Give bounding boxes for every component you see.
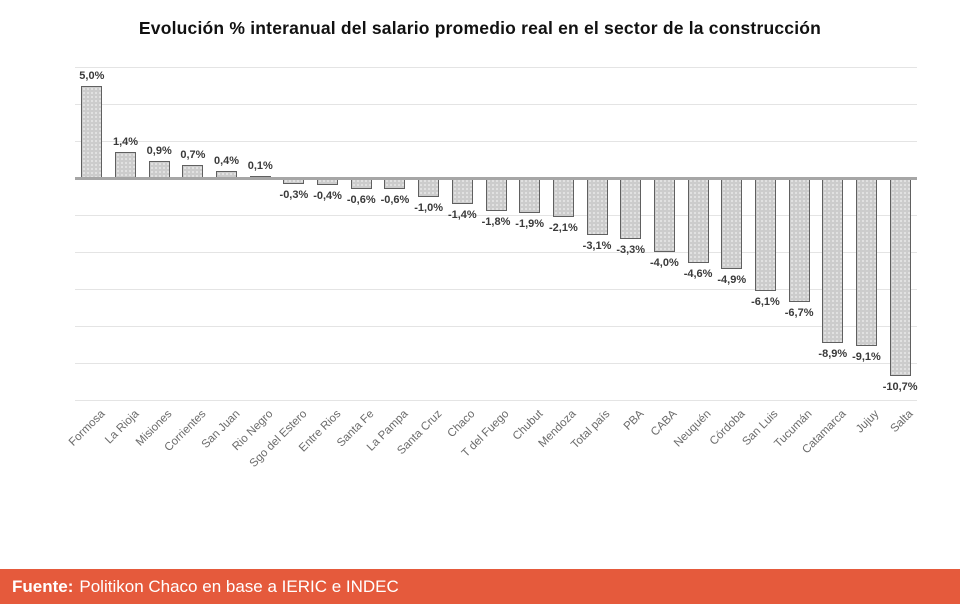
bar-mendoza <box>552 178 574 217</box>
value-label: -8,9% <box>818 347 848 360</box>
value-label: -4,9% <box>717 273 747 286</box>
bar-santa-fe <box>350 178 372 190</box>
bar-neuqu-n <box>687 178 709 264</box>
bar-corrientes <box>182 165 204 178</box>
value-label: -0,6% <box>380 194 410 207</box>
value-label: -10,7% <box>882 380 918 393</box>
value-label: -2,1% <box>548 221 578 234</box>
value-label: -6,1% <box>751 295 780 308</box>
value-label: -1,4% <box>447 208 477 221</box>
bar-san-luis <box>754 178 776 291</box>
gridline <box>75 67 917 68</box>
value-label: -6,7% <box>784 306 814 319</box>
gridline <box>75 363 917 364</box>
bar-caba <box>653 178 675 252</box>
value-label: -0,6% <box>346 194 376 207</box>
bar-salta <box>889 178 911 376</box>
source-footer: Fuente: Politikon Chaco en base a IERIC … <box>0 569 960 604</box>
bar-la-rioja <box>115 152 137 178</box>
gridline <box>75 252 917 253</box>
value-label: -3,3% <box>616 244 646 257</box>
value-label: -3,1% <box>582 240 612 253</box>
value-label: -0,4% <box>313 190 342 203</box>
bar-la-pampa <box>384 178 406 190</box>
bar-tucum-n <box>788 178 810 302</box>
value-label: -9,1% <box>852 351 881 364</box>
value-label: 1,4% <box>112 136 139 149</box>
value-label: -4,0% <box>650 257 679 269</box>
value-label: -1,0% <box>414 201 443 214</box>
value-label: 5,0% <box>79 69 105 82</box>
value-label: -1,8% <box>481 216 511 229</box>
bar-total-pa-s <box>586 178 608 236</box>
gridline <box>75 400 917 401</box>
chart-title: Evolución % interanual del salario prome… <box>138 18 822 38</box>
value-label: 0,4% <box>214 154 240 167</box>
bar-t-del-fuego <box>485 178 507 212</box>
zero-axis-line <box>75 176 917 180</box>
gridline <box>75 326 917 327</box>
bar-chubut <box>519 178 541 214</box>
gridline <box>75 215 917 216</box>
value-label: 0,9% <box>146 145 172 158</box>
bar-catamarca <box>822 178 844 343</box>
value-label: -4,6% <box>683 268 713 281</box>
bar-jujuy <box>855 178 877 347</box>
value-label: -1,9% <box>515 218 545 231</box>
bar-c-rdoba <box>721 178 743 269</box>
source-label: Fuente: <box>12 576 74 596</box>
gridline <box>75 104 917 105</box>
bar-misiones <box>148 161 170 178</box>
value-label: 0,7% <box>180 149 206 162</box>
gridline <box>75 141 917 142</box>
bar-formosa <box>81 85 103 178</box>
source-text: Politikon Chaco en base a IERIC e INDEC <box>79 576 399 596</box>
bar-chaco <box>451 178 473 204</box>
bar-pba <box>620 178 642 240</box>
value-label: -0,3% <box>279 188 309 201</box>
bar-santa-cruz <box>418 178 440 197</box>
value-label: 0,1% <box>247 160 273 173</box>
gridline <box>75 289 917 290</box>
